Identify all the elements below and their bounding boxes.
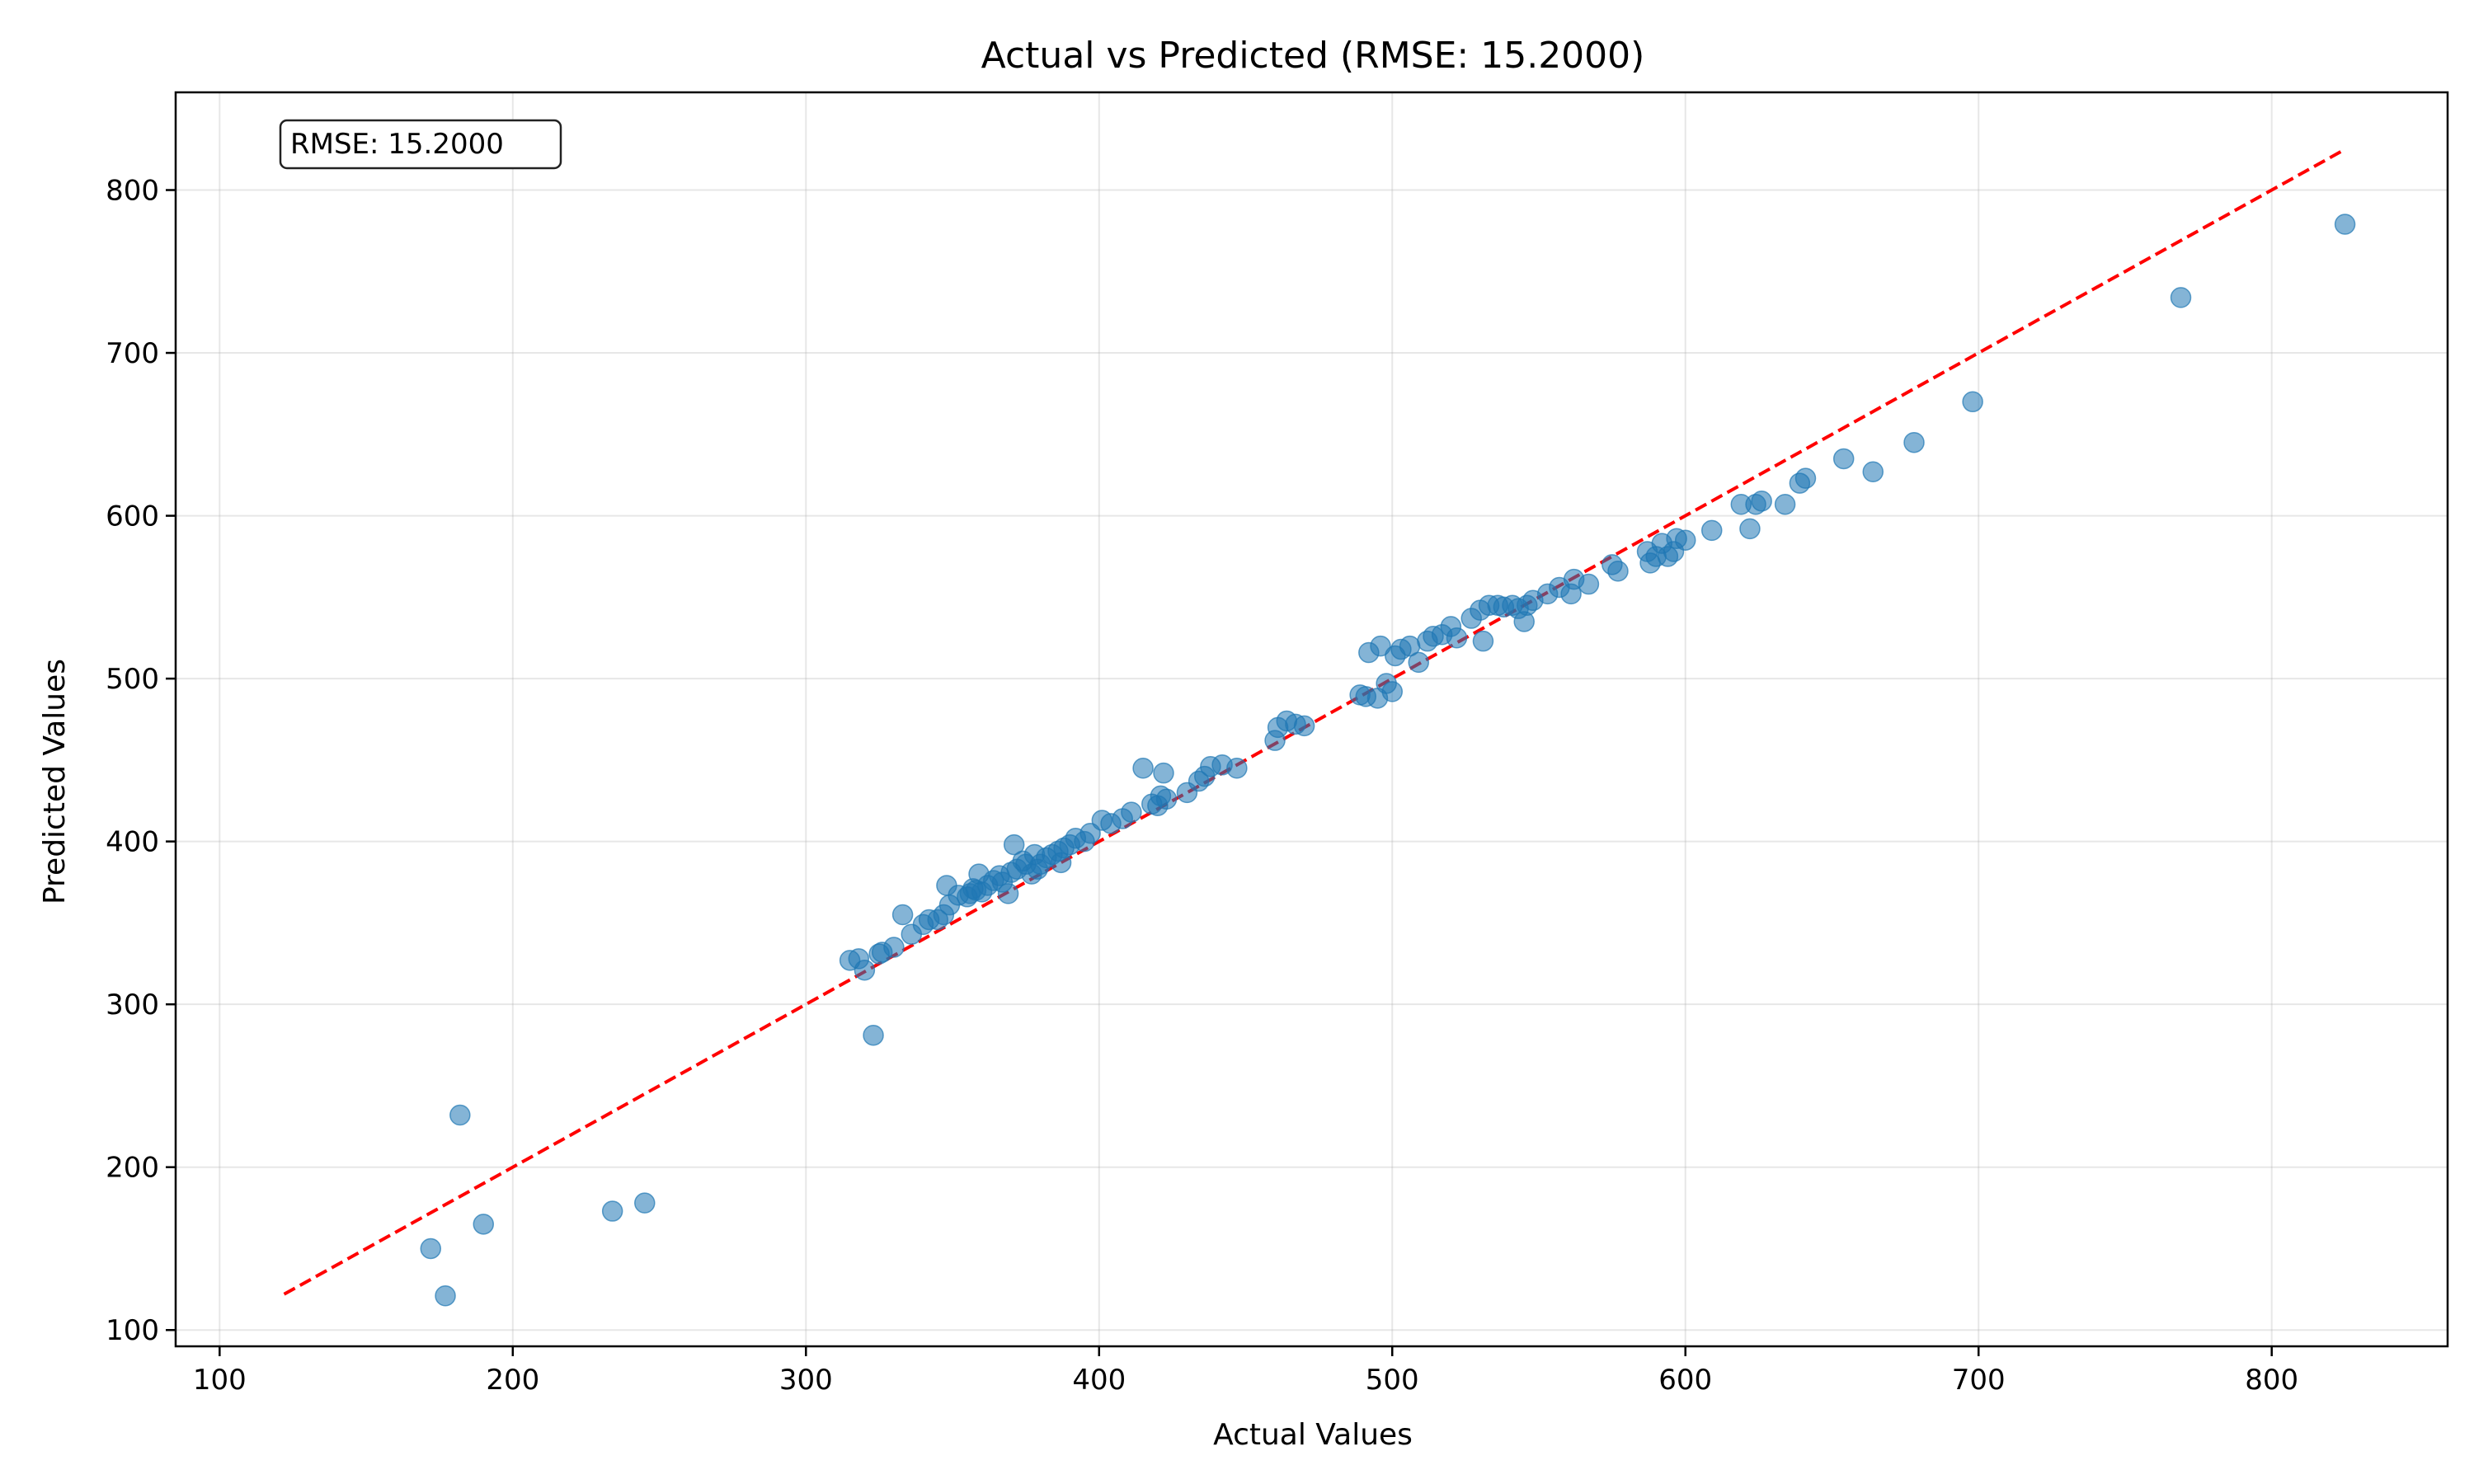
scatter-point — [1446, 627, 1468, 649]
scatter-point — [883, 937, 905, 958]
scatter-point — [1132, 758, 1154, 779]
scatter-point — [601, 1200, 623, 1222]
scatter-point — [1226, 758, 1248, 779]
scatter-point — [1739, 518, 1761, 540]
scatter-point — [1794, 467, 1817, 489]
annotation-box — [279, 119, 562, 170]
scatter-point — [1903, 431, 1925, 453]
scatter-point — [1962, 391, 1983, 413]
scatter-point — [1774, 494, 1796, 515]
x-tick-label: 700 — [1952, 1364, 2006, 1397]
y-tick-label: 100 — [106, 1314, 159, 1347]
scatter-point — [1700, 519, 1723, 542]
y-tick-label: 500 — [106, 663, 159, 696]
x-tick-label: 200 — [486, 1364, 539, 1397]
scatter-point — [1408, 651, 1430, 674]
x-tick-label: 400 — [1072, 1364, 1126, 1397]
chart-title: Actual vs Predicted (RMSE: 15.2000) — [981, 35, 1645, 77]
scatter-point — [473, 1214, 495, 1235]
scatter-point — [1121, 801, 1142, 823]
scatter-point — [1079, 823, 1101, 844]
scatter-point — [863, 1024, 884, 1046]
x-tick-label: 800 — [2245, 1364, 2298, 1397]
scatter-point — [420, 1237, 442, 1260]
scatter-point — [1578, 573, 1600, 595]
scatter-point — [1155, 788, 1178, 810]
y-axis-ticks: 100 200 300 400 500 600 700 800 — [106, 175, 176, 1347]
scatter-point — [634, 1192, 656, 1214]
scatter-point — [1381, 681, 1404, 702]
y-tick-label: 600 — [106, 500, 159, 533]
x-tick-label: 600 — [1658, 1364, 1712, 1397]
scatter-point — [1751, 491, 1772, 512]
y-tick-label: 800 — [106, 175, 159, 208]
x-axis-ticks: 100 200 300 400 500 600 700 800 — [193, 1346, 2298, 1397]
scatter-point — [1862, 461, 1884, 483]
grid-lines — [176, 92, 2448, 1346]
x-tick-label: 100 — [193, 1364, 247, 1397]
annotation-text: RMSE: 15.2000 — [290, 128, 504, 161]
x-tick-label: 300 — [779, 1364, 833, 1397]
scatter-point — [435, 1285, 456, 1307]
scatter-point — [1153, 762, 1174, 784]
rmse-annotation: RMSE: 15.2000 — [279, 119, 562, 170]
y-tick-label: 700 — [106, 337, 159, 370]
perfect-prediction-line — [283, 148, 2346, 1296]
scatter-point — [2170, 287, 2192, 308]
data-points — [420, 214, 2356, 1307]
x-axis-label: Actual Values — [1213, 1418, 1413, 1452]
scatter-point — [1607, 560, 1629, 582]
plot-frame — [174, 91, 2449, 1348]
scatter-point — [891, 904, 914, 926]
y-axis-label: Predicted Values — [38, 659, 72, 904]
reference-line-layer — [283, 148, 2346, 1296]
y-tick-label: 200 — [106, 1152, 159, 1185]
y-tick-label: 400 — [106, 826, 159, 859]
scatter-point — [1472, 630, 1494, 652]
scatter-point — [1293, 715, 1315, 737]
scatter-point — [1003, 834, 1025, 856]
x-tick-label: 500 — [1366, 1364, 1419, 1397]
scatter-point — [1832, 448, 1855, 470]
scatter-point — [449, 1104, 471, 1126]
scatter-point — [1674, 529, 1696, 551]
scatter-point — [2334, 214, 2356, 235]
scatter-point — [1370, 635, 1391, 657]
y-tick-label: 300 — [106, 989, 159, 1021]
scatter-point — [854, 959, 876, 981]
scatter-point — [997, 883, 1019, 904]
